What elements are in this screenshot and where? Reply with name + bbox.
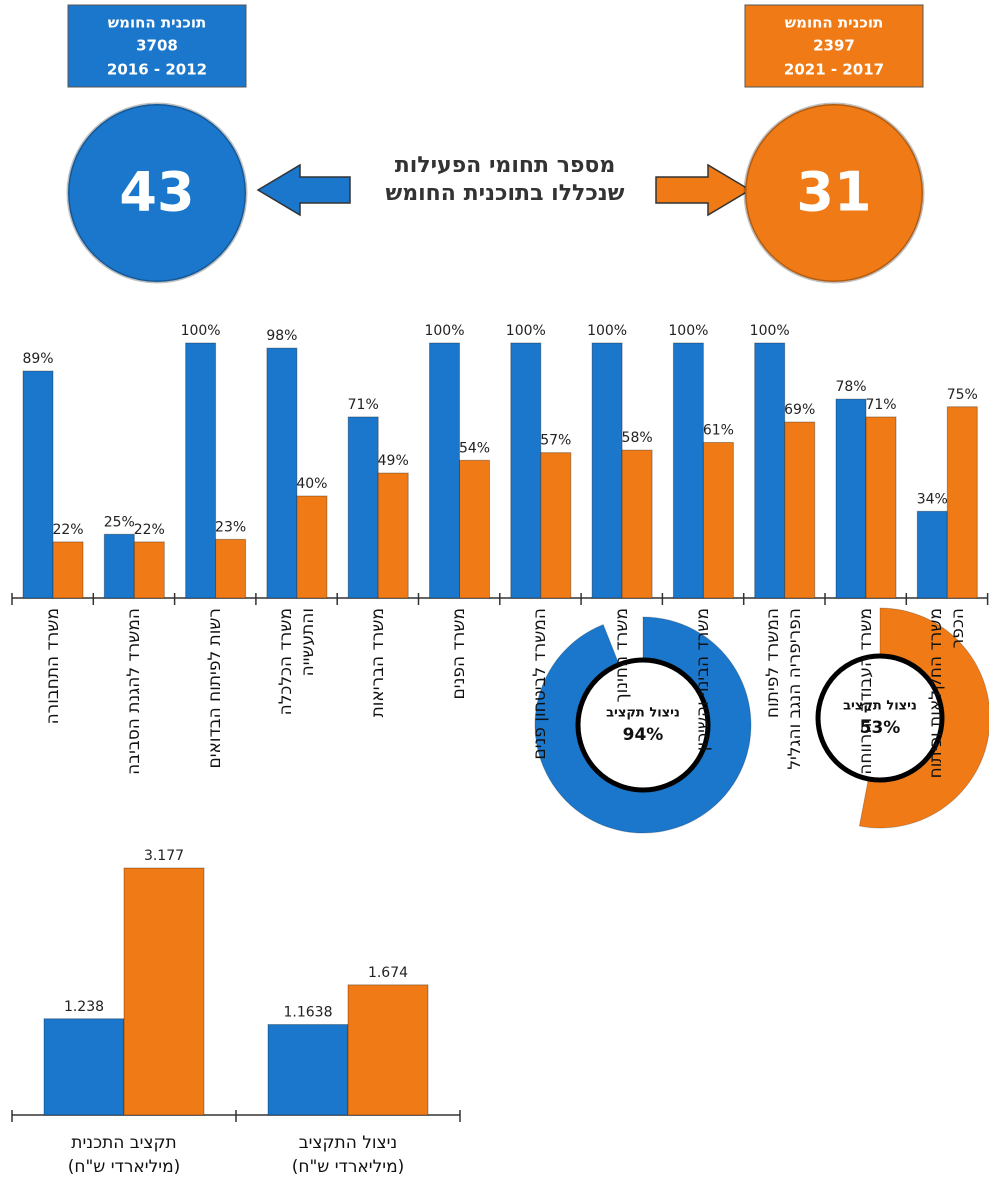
category-label: המשרד להגנת הסביבה <box>123 608 144 775</box>
bar <box>672 342 704 599</box>
donut-value: 53% <box>860 718 901 738</box>
panel-box <box>67 4 247 88</box>
bar <box>43 1018 125 1116</box>
bar <box>296 495 328 599</box>
donut-center <box>575 657 711 793</box>
bar <box>103 533 135 599</box>
bar <box>266 347 298 599</box>
value-label: 100% <box>587 323 627 339</box>
panel-budget: 3708 <box>136 37 178 55</box>
donut-center <box>815 653 945 783</box>
bar <box>347 984 429 1116</box>
value-label: 1.674 <box>368 965 408 981</box>
category-label: משרד החקלאות ופיתוח הכפר <box>925 608 968 779</box>
count-value: 43 <box>119 161 194 224</box>
category-label: משרד התחבורה <box>42 608 63 725</box>
value-label: 34% <box>917 491 948 507</box>
value-label: 100% <box>668 323 708 339</box>
bar <box>123 867 205 1116</box>
category-label: המשרד לפיתוח הפריפריה הנגב והגליל <box>763 608 806 770</box>
donut-title: ניצול תקציב <box>843 699 917 714</box>
donut-title: ניצול תקציב <box>606 706 680 721</box>
value-label: 22% <box>134 522 165 538</box>
value-label: 75% <box>947 387 978 403</box>
right-arrow <box>655 163 752 217</box>
value-label: 25% <box>104 514 135 530</box>
bar <box>347 416 379 599</box>
category-label: משרד הכלכלה והתעשייה <box>275 608 318 716</box>
value-label: 71% <box>348 397 379 413</box>
center-text: שנכללו בתוכנית החומש <box>386 181 625 206</box>
bar <box>835 398 867 599</box>
category-label: רשות לפיתוח הבדואים <box>205 608 226 769</box>
value-label: 89% <box>22 351 53 367</box>
bar <box>377 472 409 599</box>
center-text: מספר תחומי הפעילות <box>395 153 616 178</box>
value-label: 69% <box>784 402 815 418</box>
bar <box>865 416 897 599</box>
bar <box>429 342 460 599</box>
category-label: משרד הבינוי והשיכון <box>693 608 714 752</box>
value-label: 3.177 <box>144 848 184 864</box>
value-label: 1.238 <box>64 999 104 1015</box>
panel-title: תוכנית החומש <box>108 14 207 32</box>
value-label: 57% <box>540 433 571 449</box>
value-label: 78% <box>835 379 866 395</box>
category-label: משרד הבריאות <box>367 608 388 718</box>
value-label: 40% <box>296 476 327 492</box>
bar <box>540 452 572 599</box>
panel-years: 2021 - 2017 <box>784 61 884 79</box>
panel-title: תוכנית החומש <box>785 14 884 32</box>
value-label: 100% <box>181 323 221 339</box>
bar <box>459 459 490 599</box>
bar <box>267 1024 349 1116</box>
panel-years: 2016 - 2012 <box>107 61 207 79</box>
bar <box>52 541 84 599</box>
bar <box>946 406 978 599</box>
panel-budget: 2397 <box>813 37 855 55</box>
value-label: 54% <box>459 440 490 456</box>
value-label: 23% <box>215 519 246 535</box>
count-circle <box>66 102 248 284</box>
category-label: משרד העבודה והרווחה <box>855 608 876 775</box>
bar <box>133 541 165 599</box>
value-label: 100% <box>424 323 464 339</box>
value-label: 71% <box>865 397 896 413</box>
value-label: 61% <box>703 422 734 438</box>
value-label: 98% <box>266 328 297 344</box>
count-value: 31 <box>796 161 871 224</box>
bar <box>784 421 816 599</box>
panel-box <box>744 4 924 88</box>
category-label: ניצול התקציב (מיליארדי ש"ח) <box>291 1133 405 1177</box>
bar <box>621 449 653 599</box>
value-label: 100% <box>506 323 546 339</box>
count-circle <box>743 102 925 284</box>
value-label: 1.1638 <box>284 1005 333 1021</box>
value-label: 100% <box>750 323 790 339</box>
value-label: 58% <box>622 430 653 446</box>
left-arrow <box>256 163 351 217</box>
bar <box>591 342 623 599</box>
bar <box>215 538 247 599</box>
category-label: המשרד לביטחון פנים <box>530 608 551 760</box>
category-label: תקציב התכנית (מיליארדי ש"ח) <box>67 1133 181 1177</box>
bar <box>185 342 217 599</box>
bar <box>916 510 948 599</box>
category-label: משרד החינוך <box>611 608 632 703</box>
bar <box>510 342 542 599</box>
bar <box>22 370 54 599</box>
value-label: 22% <box>52 522 83 538</box>
bar <box>754 342 786 599</box>
value-label: 49% <box>378 453 409 469</box>
donut-value: 94% <box>623 725 664 745</box>
category-label: משרד הפנים <box>449 608 470 700</box>
bar <box>702 441 734 599</box>
